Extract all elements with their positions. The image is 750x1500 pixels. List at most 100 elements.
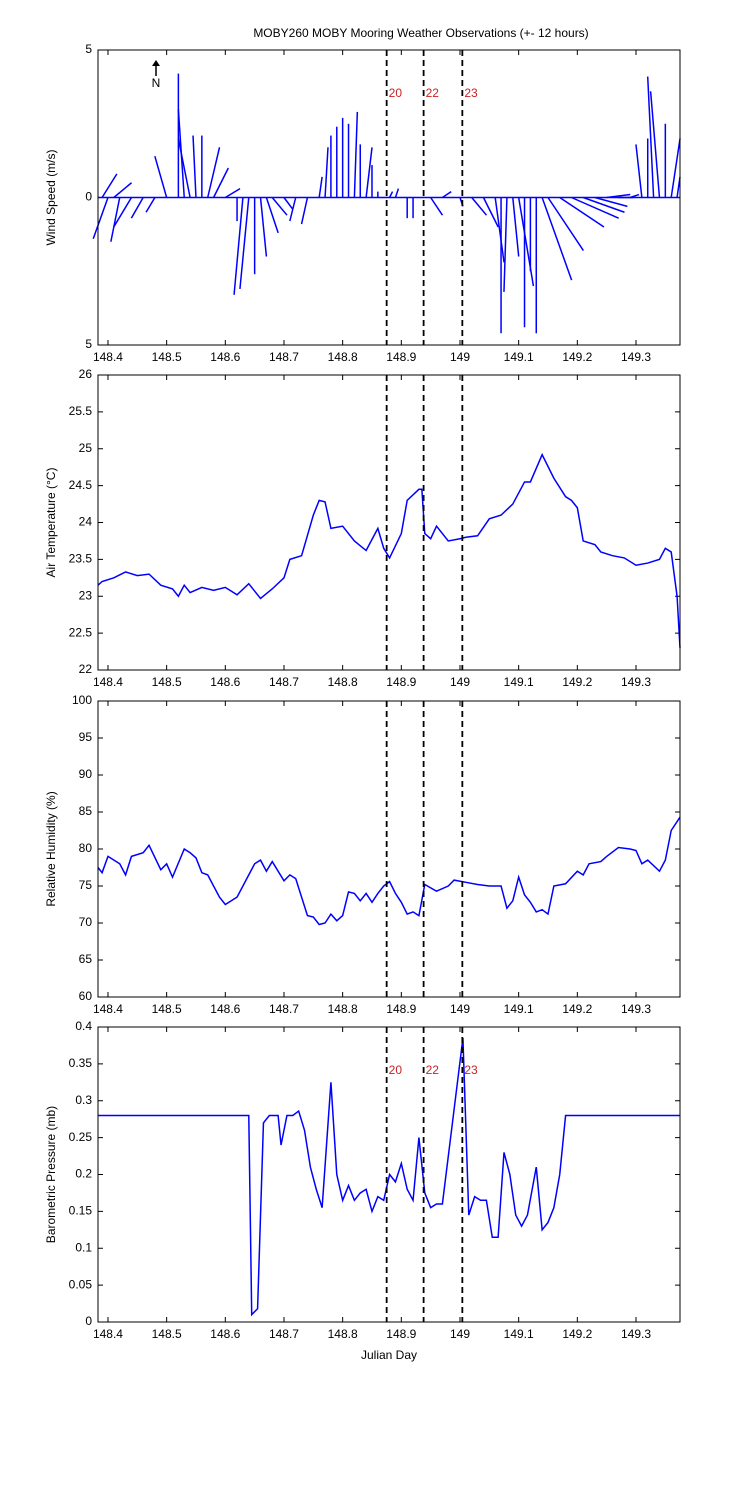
y-tick-label: 25.5: [69, 404, 93, 418]
event-label: 22: [426, 1063, 440, 1077]
wind-stick: [646, 76, 655, 198]
subplot: Relative Humidity (%) 148.4 148.5 148.6 148.…: [44, 693, 681, 1016]
x-tick-label: 148.5: [152, 350, 182, 364]
event-label: 22: [426, 86, 440, 100]
x-tick-label: 149: [450, 350, 470, 364]
wind-stick: [353, 111, 359, 198]
wind-stick: [635, 144, 643, 198]
wind-stick: [154, 155, 168, 198]
y-tick-label: 85: [79, 804, 93, 818]
wind-stick: [177, 138, 191, 198]
y-tick-label: 25: [79, 441, 93, 455]
wind-stick: [582, 196, 625, 213]
plot-area: [98, 701, 680, 997]
x-tick-label: 148.6: [210, 1327, 240, 1341]
wind-stick: [559, 196, 605, 228]
x-tick-label: 148.6: [210, 1002, 240, 1016]
north-label: N: [152, 76, 161, 90]
x-tick-label: 148.4: [93, 675, 123, 689]
chart-title: MOBY260 MOBY Mooring Weather Observation…: [253, 26, 588, 40]
y-tick-label: 65: [79, 952, 93, 966]
x-tick-label: 148.9: [386, 350, 416, 364]
x-tick-label: 148.4: [93, 1002, 123, 1016]
event-label: 23: [464, 86, 478, 100]
x-tick-label: 148.7: [269, 675, 299, 689]
wind-stick: [110, 197, 121, 242]
y-tick-label: 26: [79, 367, 93, 381]
axes-frame: [97, 700, 681, 998]
y-axis-label: Relative Humidity (%): [44, 791, 58, 906]
x-tick-label: 148.5: [152, 675, 182, 689]
wind-stick: [233, 197, 244, 295]
x-tick-label: 149.2: [562, 1327, 592, 1341]
y-axis-label: Air Temperature (°C): [44, 468, 58, 578]
y-tick-label: 75: [79, 878, 93, 892]
wind-stick: [300, 197, 309, 225]
y-tick-label: 100: [72, 693, 92, 707]
wind-stick: [324, 147, 329, 198]
y-tick-label: 0.2: [75, 1167, 92, 1181]
event-label: 20: [389, 1063, 403, 1077]
wind-stick: [318, 176, 323, 198]
wind-stick: [482, 197, 499, 228]
x-tick-label: 149.3: [621, 1002, 651, 1016]
y-tick-label: 22.5: [69, 625, 93, 639]
axes-frame: [97, 1026, 681, 1323]
wind-stick: [206, 147, 221, 198]
wind-stick: [101, 173, 118, 198]
wind-stick: [547, 197, 585, 252]
x-tick-label: 148.4: [93, 1327, 123, 1341]
y-tick-label: 0: [85, 1314, 92, 1328]
wind-stick: [594, 196, 628, 208]
x-tick-label: 149: [450, 1327, 470, 1341]
x-tick-label: 149.1: [504, 1327, 534, 1341]
wind-stick: [130, 197, 144, 219]
wind-stick: [541, 197, 573, 281]
x-tick-label: 149.1: [504, 350, 534, 364]
wind-stick: [289, 197, 297, 222]
wind-stick: [471, 197, 488, 216]
y-tick-label: 70: [79, 915, 93, 929]
wind-stick: [224, 188, 241, 199]
north-arrow-head: [152, 60, 160, 66]
y-tick-label: 24: [79, 515, 93, 529]
wind-stick: [265, 197, 279, 234]
wind-stick: [430, 197, 444, 216]
wind-stick: [441, 190, 452, 199]
subplot: Barometric Pressure (mb) Julian Day 148.4 1…: [44, 1019, 681, 1362]
x-tick-label: 148.5: [152, 1327, 182, 1341]
plot-area: [98, 375, 680, 670]
wind-stick: [512, 197, 520, 257]
x-tick-label: 148.9: [386, 1327, 416, 1341]
x-tick-label: 148.4: [93, 350, 123, 364]
axes-frame: [97, 374, 681, 671]
y-tick-label: 90: [79, 767, 93, 781]
y-tick-label: 22: [79, 662, 93, 676]
y-tick-label: 23: [79, 588, 93, 602]
x-tick-label: 148.9: [386, 675, 416, 689]
x-tick-label: 148.5: [152, 1002, 182, 1016]
x-tick-label: 149: [450, 675, 470, 689]
wind-stick: [394, 188, 400, 198]
event-label: 20: [389, 86, 403, 100]
data-line: [97, 816, 681, 926]
subplot: MOBY260 MOBY Mooring Weather Observation…: [44, 26, 681, 364]
y-tick-label: 0.4: [75, 1019, 92, 1033]
wind-stick: [271, 197, 288, 216]
y-tick-label: 80: [79, 841, 93, 855]
x-tick-label: 148.6: [210, 350, 240, 364]
x-tick-label: 149.1: [504, 1002, 534, 1016]
wind-stick: [113, 197, 133, 228]
x-tick-label: 149.1: [504, 675, 534, 689]
wind-stick: [259, 197, 268, 257]
wind-stick: [113, 182, 133, 199]
x-tick-label: 149.3: [621, 350, 651, 364]
wind-stick: [192, 135, 197, 198]
wind-stick: [283, 197, 294, 210]
y-tick-label: 5: [85, 337, 92, 351]
wind-stick: [145, 197, 156, 213]
event-label: 23: [464, 1063, 478, 1077]
data-line: [97, 452, 681, 648]
x-tick-label: 148.8: [328, 350, 358, 364]
